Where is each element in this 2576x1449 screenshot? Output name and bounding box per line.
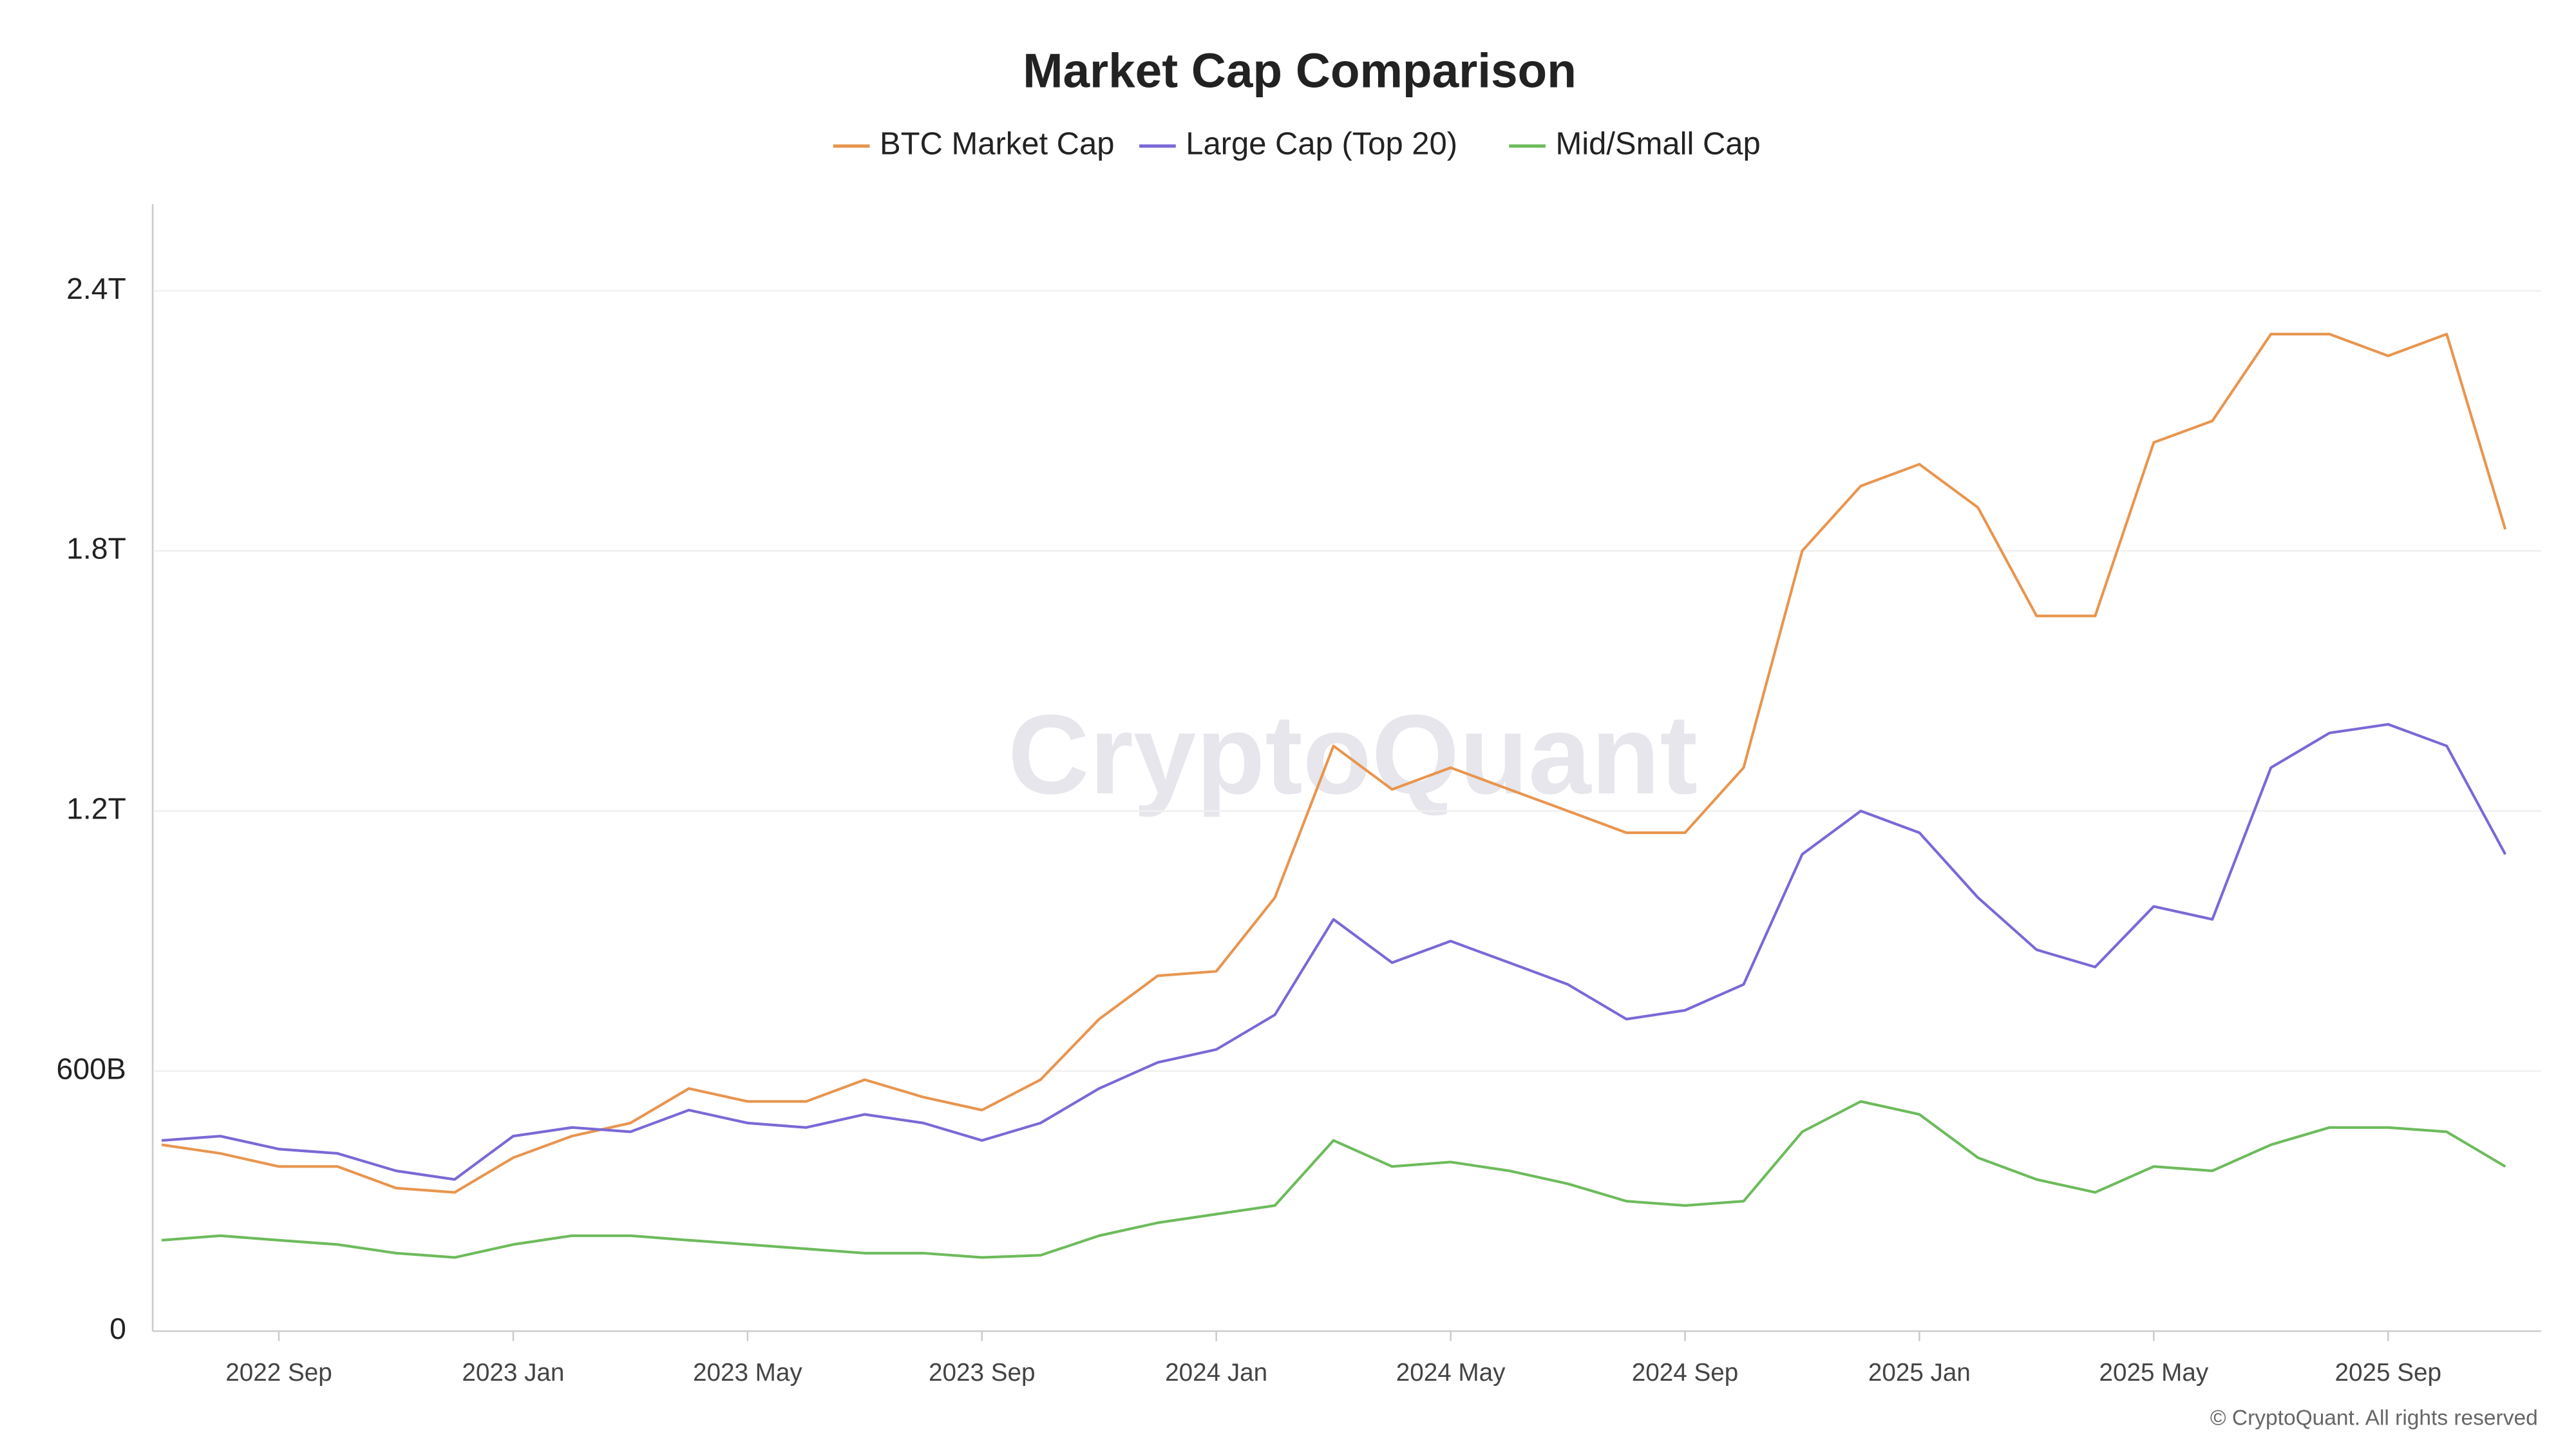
y-tick-label: 2.4T	[66, 272, 126, 305]
x-tick-label: 2023 May	[693, 1359, 802, 1387]
x-tick-label: 2023 Sep	[929, 1359, 1035, 1387]
x-tick-label: 2022 Sep	[225, 1359, 332, 1387]
x-tick-label: 2025 Jan	[1868, 1359, 1971, 1387]
y-tick-label: 1.8T	[66, 532, 126, 565]
series-line	[161, 1100, 2506, 1259]
credit: © CryptoQuant. All rights reserved	[2210, 1406, 2538, 1430]
x-tick-label: 2023 Jan	[462, 1359, 564, 1387]
y-tick-label: 1.2T	[66, 792, 126, 826]
x-tick-label: 2025 May	[2099, 1359, 2208, 1387]
legend-label: Mid/Small Cap	[1555, 127, 1760, 162]
chart-title: Market Cap Comparison	[1023, 44, 1577, 98]
watermark: CryptoQuant	[1008, 692, 1698, 818]
series-line	[161, 723, 2507, 1181]
y-tick-label: 600B	[57, 1052, 126, 1085]
y-tick-label: 0	[109, 1312, 126, 1345]
x-tick-label: 2024 May	[1396, 1359, 1506, 1387]
x-tick-label: 2024 Jan	[1165, 1359, 1267, 1387]
x-tick-label: 2024 Sep	[1632, 1359, 1738, 1387]
series-line	[161, 332, 2507, 1194]
legend-label: BTC Market Cap	[880, 127, 1115, 162]
legend-label: Large Cap (Top 20)	[1186, 127, 1457, 162]
x-tick-label: 2025 Sep	[2335, 1359, 2441, 1387]
